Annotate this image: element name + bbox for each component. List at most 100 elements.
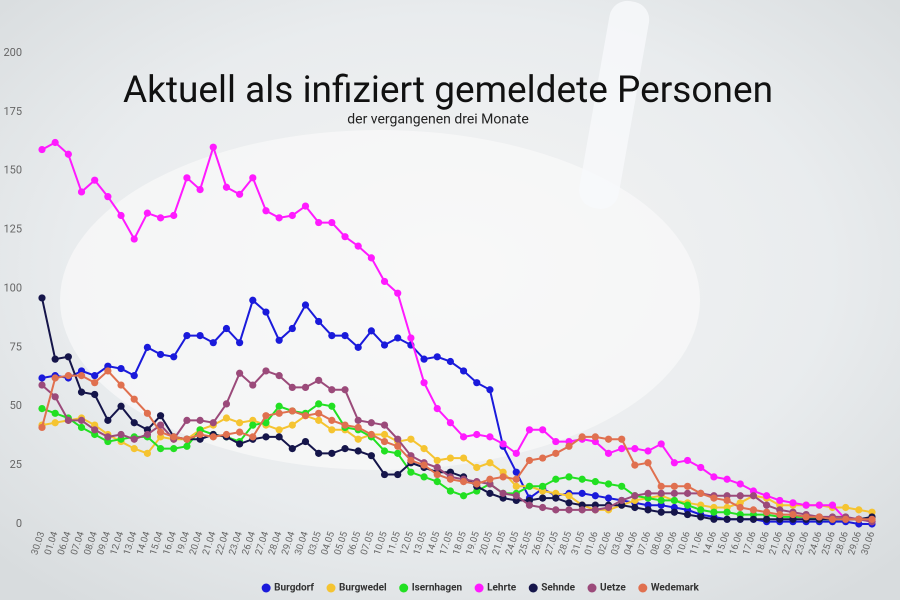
data-point [433,405,441,413]
data-point [51,393,59,401]
data-point [394,334,402,342]
legend-marker [638,583,648,593]
data-point [394,435,402,443]
data-point [710,494,718,502]
data-point [301,437,310,446]
data-point [539,426,547,434]
data-point [91,426,99,434]
data-point [367,430,375,439]
series-line [41,414,873,514]
data-point [130,372,138,380]
data-point [51,374,59,382]
data-point [196,430,204,439]
data-point [565,473,573,481]
data-point [143,449,151,457]
data-point [183,174,191,182]
data-point [459,478,468,486]
data-point [143,430,151,439]
data-point [275,372,283,380]
data-point [104,193,112,201]
data-point [196,416,204,424]
y-tick-label: 200 [3,46,22,59]
data-point [446,419,455,427]
data-point [710,508,718,516]
data-point [815,501,823,509]
data-point [354,447,362,455]
data-point [222,414,231,422]
data-point [104,433,112,441]
data-point [736,480,744,488]
data-point [710,515,718,523]
data-point [842,515,850,523]
data-point [802,513,810,521]
data-point [394,449,402,457]
data-point [618,445,626,453]
data-point [486,459,494,467]
data-point [315,376,323,384]
data-point [341,233,349,241]
series-line [41,369,873,523]
data-point [670,496,678,505]
legend: Burgdorf Burgwedel Isernhagen Lehrte Sehnde U… [261,583,700,594]
data-point [670,459,678,467]
data-point [631,461,639,469]
data-point [77,188,86,196]
data-point [697,463,705,472]
data-point [525,501,534,509]
y-tick-label: 125 [3,223,22,236]
data-point [591,506,599,514]
data-point [539,494,547,502]
data-point [802,501,810,509]
data-point [591,478,599,486]
data-point [328,416,336,424]
data-point [552,449,560,457]
data-point [446,357,455,366]
data-point [683,489,692,497]
data-point [828,501,837,509]
data-point [683,510,692,519]
data-point [328,426,336,434]
data-point [578,489,586,497]
series-line [41,402,872,521]
data-point [855,506,863,514]
data-point [749,506,758,514]
data-point [420,473,428,481]
data-point [763,501,771,509]
data-point [763,515,771,523]
data-point [222,400,231,408]
data-point [249,174,257,182]
legend-marker [326,583,336,593]
data-point [222,324,231,333]
data-point [697,513,705,521]
data-point [222,430,231,439]
series-line [41,369,872,521]
data-point [670,482,678,490]
data-point [288,383,296,392]
data-point [394,289,402,297]
data-point [38,405,46,413]
legend-label: Burgdorf [274,583,314,594]
data-point [249,421,257,429]
data-point [473,430,481,439]
data-point [341,421,349,429]
data-point [539,482,547,490]
series-line [41,141,873,523]
data-point [117,402,125,410]
data-point [380,430,389,439]
data-point [249,381,257,389]
data-point [631,503,639,512]
data-point [578,475,586,483]
data-point [117,211,125,220]
data-point [565,492,573,500]
data-point [38,294,46,302]
data-point [736,492,744,500]
data-point [446,487,455,495]
data-point [789,510,797,519]
data-point [209,419,217,427]
data-point [117,364,125,373]
data-point [156,350,165,359]
data-point [697,506,705,514]
data-point [262,308,270,316]
data-point [38,381,46,389]
